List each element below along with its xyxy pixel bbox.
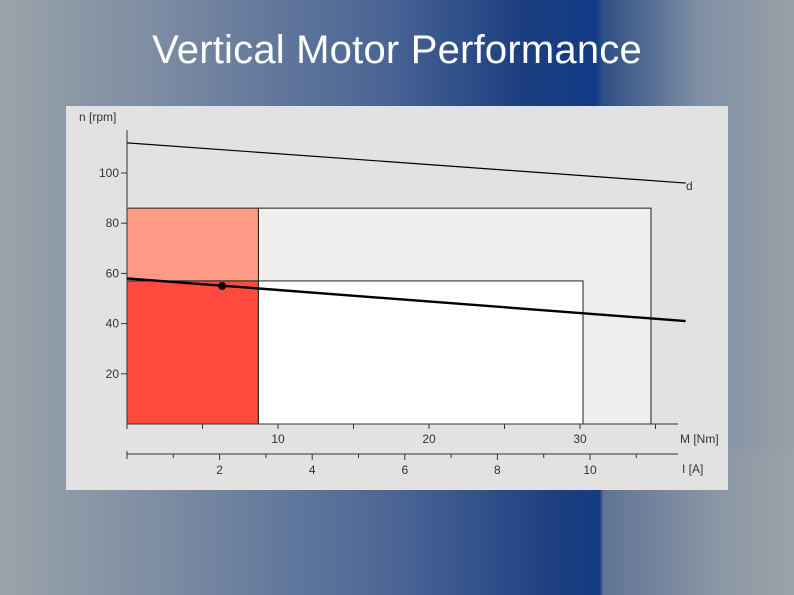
- x-current-tick-label: 8: [494, 463, 501, 477]
- y-tick-label: 20: [106, 367, 120, 381]
- slide-title: Vertical Motor Performance: [152, 28, 642, 72]
- chart-panel: 20 40 60 80 100 10 20 30 2 4 6 8 10 n [rpm] M [Nm] I…: [66, 106, 728, 490]
- x-axis-current-label: I [A]: [682, 462, 703, 476]
- axes: 20 40 60 80 100 10 20 30 2 4 6 8 10: [99, 130, 678, 477]
- x-torque-tick-label: 20: [422, 432, 436, 446]
- y-tick-label: 80: [106, 216, 120, 230]
- operating-regions: [126, 207, 652, 425]
- x-current-tick-label: 6: [401, 463, 408, 477]
- operating-point-marker: [218, 281, 227, 290]
- y-tick-label: 40: [106, 317, 120, 331]
- y-axis-label: n [rpm]: [79, 110, 116, 124]
- x-torque-tick-label: 10: [271, 432, 285, 446]
- x-current-tick-label: 2: [216, 463, 223, 477]
- series-line-0: [126, 142, 686, 184]
- y-tick-label: 100: [99, 166, 119, 180]
- y-tick-label: 60: [106, 266, 120, 280]
- motor-performance-chart: 20 40 60 80 100 10 20 30 2 4 6 8 10 n [rpm] M [Nm] I…: [79, 110, 719, 477]
- region-1: [126, 207, 259, 282]
- x-current-tick-label: 4: [309, 463, 316, 477]
- x-current-tick-label: 10: [583, 463, 597, 477]
- region-2: [257, 280, 584, 425]
- series-lines: [126, 142, 686, 323]
- x-axis-torque-label: M [Nm]: [680, 432, 719, 446]
- region-0: [126, 280, 259, 425]
- x-torque-tick-label: 30: [573, 432, 587, 446]
- series-label-d: d: [686, 179, 693, 193]
